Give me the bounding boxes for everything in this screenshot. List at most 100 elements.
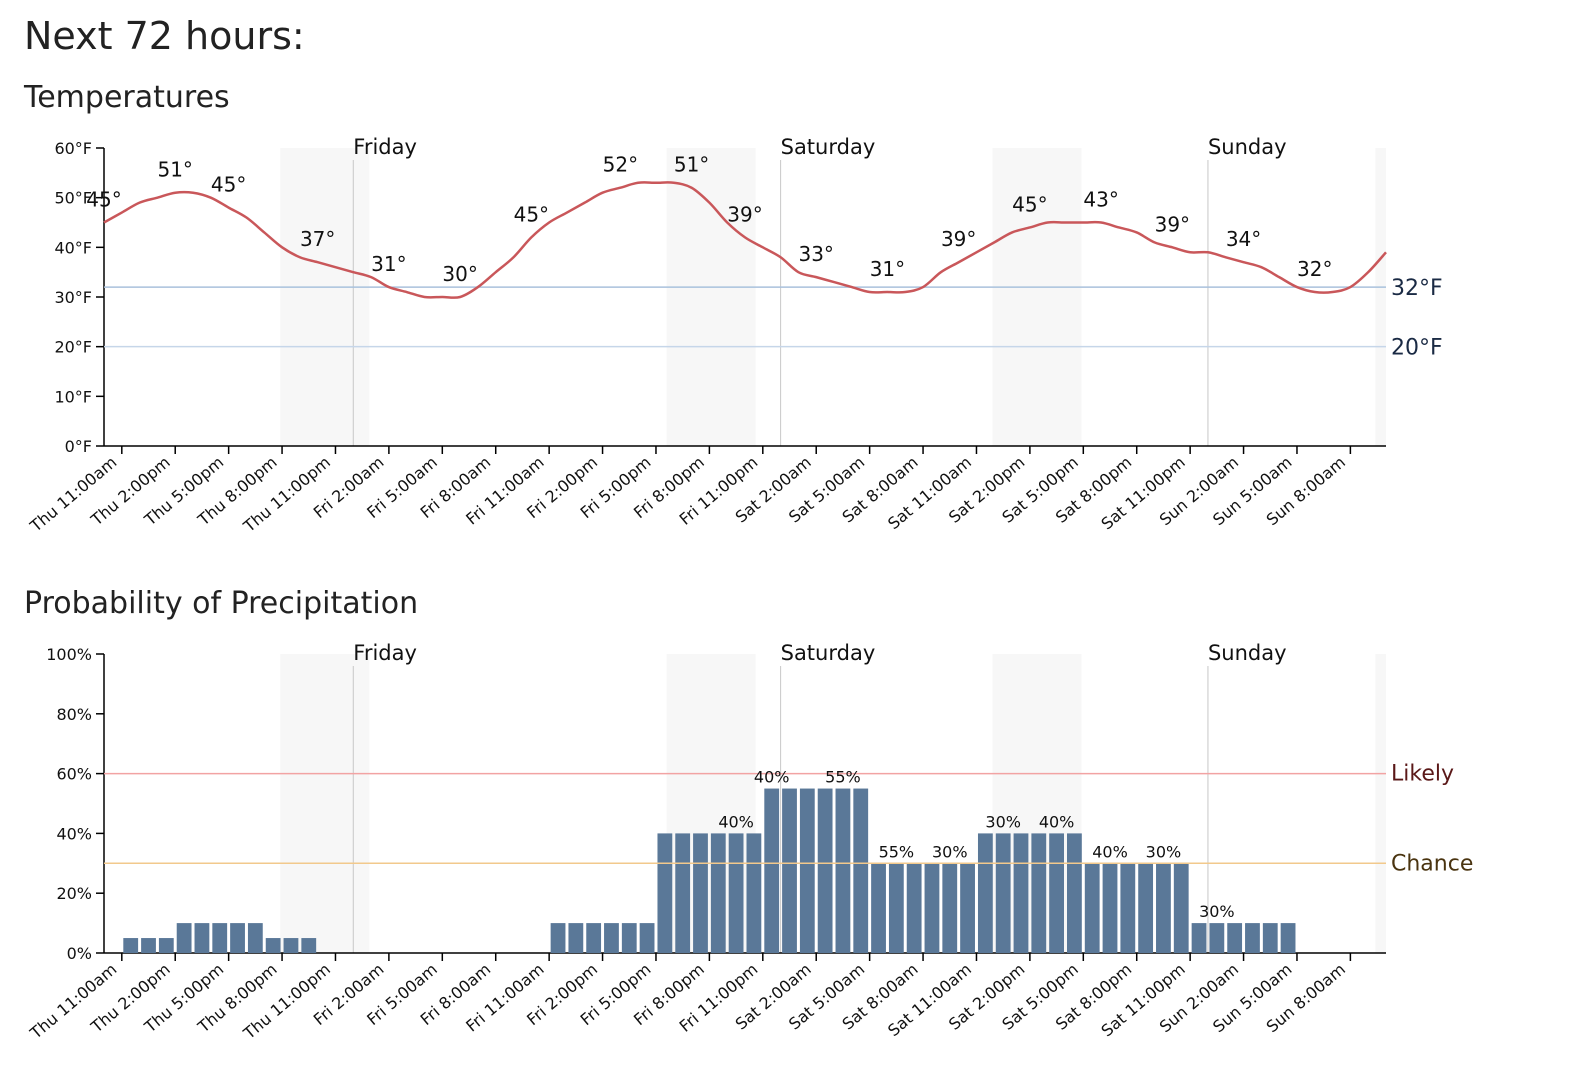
- precip-data-label: 40%: [1092, 842, 1128, 861]
- temperature-data-label: 37°: [300, 227, 335, 251]
- temperature-data-label: 39°: [1155, 212, 1190, 236]
- temperature-chart: Friday Saturday Sunday 0°F 10°F 20°F 30°F 40°F 5…: [26, 135, 1443, 536]
- precip-bar: [1102, 863, 1118, 953]
- precip-bar: [675, 833, 691, 953]
- temperature-data-label: 45°: [1012, 192, 1047, 216]
- precip-bar: [764, 788, 780, 953]
- night-band: [280, 148, 370, 446]
- precip-bar: [1245, 923, 1260, 953]
- y-tick-label: 10°F: [54, 387, 92, 406]
- temperature-data-label: 45°: [514, 202, 549, 226]
- temperatures-title: Temperatures: [24, 80, 230, 115]
- precip-bar: [906, 863, 922, 953]
- precip-bar: [1173, 863, 1189, 953]
- precip-data-label: 30%: [1199, 902, 1235, 921]
- y-tick-label: 100%: [46, 645, 92, 664]
- precip-bar: [1031, 833, 1047, 953]
- precip-bar: [176, 923, 192, 953]
- precip-bar: [835, 788, 851, 953]
- precip-bar: [1191, 923, 1207, 953]
- precip-data-label: 40%: [718, 812, 754, 831]
- night-band: [280, 654, 370, 953]
- precip-bar: [799, 788, 815, 953]
- precip-bar: [728, 833, 744, 953]
- precip-bar: [621, 923, 637, 953]
- temperature-data-label: 43°: [1083, 188, 1118, 212]
- y-tick-label: 20°F: [54, 338, 92, 357]
- day-label: Friday: [353, 641, 417, 665]
- precip-bar: [995, 833, 1011, 953]
- temperature-data-label: 31°: [870, 257, 905, 281]
- temperature-line: [103, 181, 1387, 299]
- day-label: Sunday: [1208, 135, 1287, 159]
- precip-bar: [853, 788, 869, 953]
- precip-bar: [604, 923, 619, 953]
- precip-bar: [657, 833, 673, 953]
- precip-bar: [212, 923, 228, 953]
- night-band: [1375, 654, 1386, 953]
- precip-bar: [639, 923, 655, 953]
- precip-bar: [924, 863, 940, 953]
- precip-data-label: 30%: [1146, 842, 1182, 861]
- precip-data-label: 30%: [932, 842, 968, 861]
- precip-bar: [817, 788, 833, 953]
- day-label: Friday: [353, 135, 417, 159]
- temperature-data-label: 39°: [727, 202, 762, 226]
- precip-bar: [1156, 863, 1171, 953]
- reference-label: Chance: [1391, 851, 1473, 876]
- night-band: [992, 148, 1082, 446]
- y-tick-label: 0%: [67, 944, 92, 963]
- precip-bar: [693, 833, 708, 953]
- precip-bar: [1120, 863, 1136, 953]
- precip-bar: [301, 938, 317, 953]
- precip-bar: [1049, 833, 1064, 953]
- precip-bar: [247, 923, 263, 953]
- precip-bar: [550, 923, 566, 953]
- precip-bar: [1084, 863, 1100, 953]
- precip-bar: [1067, 833, 1082, 953]
- precip-data-label: 40%: [1039, 812, 1075, 831]
- precip-bar: [1227, 923, 1243, 953]
- precip-data-label: 55%: [825, 768, 861, 787]
- temperature-data-label: 34°: [1226, 227, 1261, 251]
- night-band: [666, 148, 756, 446]
- precipitation-chart: Friday Saturday Sunday0%20%40%60%80%100%Th…: [26, 641, 1474, 1043]
- precip-bar: [230, 923, 245, 953]
- y-tick-label: 60°F: [54, 139, 92, 158]
- precip-bar: [158, 938, 174, 953]
- y-tick-label: 80%: [56, 705, 92, 724]
- precip-bar: [1280, 923, 1296, 953]
- precip-bar: [568, 923, 584, 953]
- precip-bar: [710, 833, 726, 953]
- temperature-data-label: 39°: [941, 227, 976, 251]
- precip-bar: [123, 938, 139, 953]
- temperature-data-label: 32°: [1297, 257, 1332, 281]
- precip-bar: [942, 863, 958, 953]
- precip-bar: [1138, 863, 1154, 953]
- reference-label: 32°F: [1391, 276, 1443, 301]
- page-title: Next 72 hours:: [24, 14, 305, 58]
- precip-bar: [265, 938, 281, 953]
- y-tick-label: 40°F: [54, 238, 92, 257]
- temperature-data-label: 45°: [86, 188, 121, 212]
- day-label: Sunday: [1208, 641, 1287, 665]
- precip-bar: [283, 938, 299, 953]
- temperature-data-label: 51°: [157, 158, 192, 182]
- precipitation-title: Probability of Precipitation: [24, 586, 419, 621]
- precip-bar: [1013, 833, 1029, 953]
- precip-bar: [194, 923, 210, 953]
- precip-bar: [977, 833, 993, 953]
- precip-data-label: 30%: [985, 812, 1021, 831]
- y-tick-label: 20%: [56, 884, 92, 903]
- y-tick-label: 50°F: [54, 189, 92, 208]
- precip-bar: [888, 863, 904, 953]
- precip-data-label: 55%: [879, 842, 915, 861]
- precip-bar: [141, 938, 156, 953]
- y-tick-label: 40%: [56, 824, 92, 843]
- temperature-data-label: 31°: [371, 252, 406, 276]
- temperature-data-label: 30°: [442, 262, 477, 286]
- reference-label: 20°F: [1391, 336, 1443, 361]
- y-tick-label: 30°F: [54, 288, 92, 307]
- precip-bar: [1209, 923, 1225, 953]
- y-tick-label: 0°F: [65, 437, 92, 456]
